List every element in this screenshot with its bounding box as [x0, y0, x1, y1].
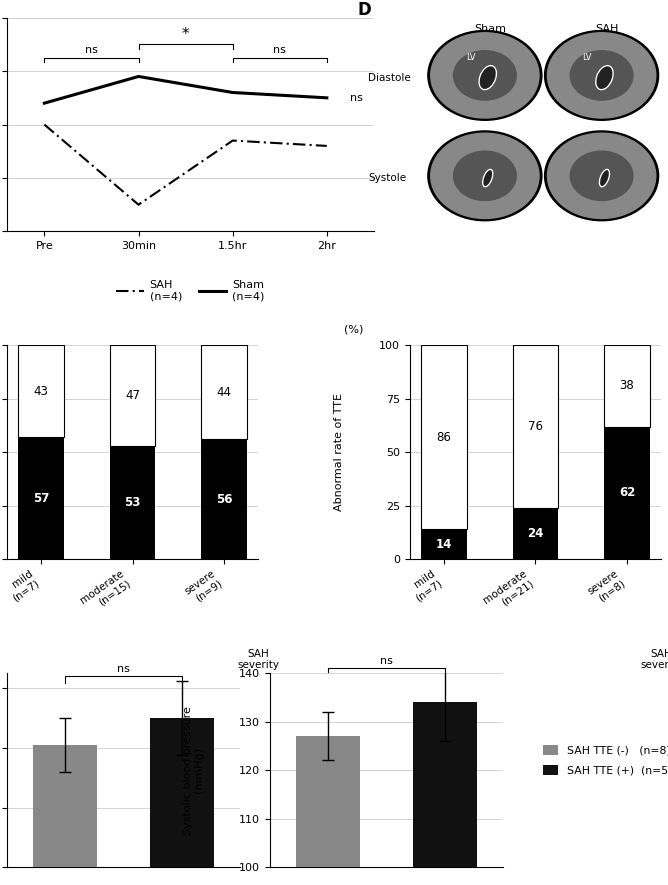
Text: ns: ns — [351, 93, 363, 103]
Ellipse shape — [479, 65, 496, 89]
Bar — [150, 718, 214, 885]
Legend: SAH
(n=4), Sham
(n=4): SAH (n=4), Sham (n=4) — [112, 275, 269, 306]
Circle shape — [548, 33, 656, 118]
Circle shape — [428, 131, 542, 220]
Bar — [33, 745, 97, 885]
Bar — [604, 345, 650, 427]
Bar — [18, 437, 64, 559]
Y-axis label: Systolic blood pressure
(mmHg): Systolic blood pressure (mmHg) — [183, 705, 204, 835]
Bar — [421, 529, 467, 559]
Bar — [512, 345, 558, 508]
Text: ns: ns — [273, 45, 286, 55]
Circle shape — [454, 50, 516, 100]
Bar — [201, 439, 247, 559]
Bar — [421, 345, 467, 529]
Text: 43: 43 — [33, 385, 49, 398]
Circle shape — [570, 50, 633, 100]
Circle shape — [431, 33, 539, 118]
Circle shape — [428, 30, 542, 120]
Text: D: D — [357, 1, 371, 19]
Text: 38: 38 — [620, 380, 635, 392]
Bar — [110, 446, 156, 559]
Text: LV: LV — [466, 53, 476, 62]
Text: *: * — [182, 27, 190, 42]
Circle shape — [544, 30, 659, 120]
Circle shape — [544, 131, 659, 220]
Bar — [296, 736, 360, 885]
Text: (%): (%) — [344, 325, 363, 335]
Legend: SAH TTE (-)   (n=8), SAH TTE (+)  (n=5): SAH TTE (-) (n=8), SAH TTE (+) (n=5) — [538, 741, 668, 781]
Text: 44: 44 — [216, 386, 232, 399]
Circle shape — [454, 151, 516, 201]
Circle shape — [431, 134, 539, 219]
Text: ns: ns — [85, 45, 98, 55]
Bar — [18, 345, 64, 437]
Text: ns: ns — [380, 657, 393, 666]
Bar — [413, 702, 477, 885]
Text: 24: 24 — [527, 527, 544, 540]
Text: 56: 56 — [216, 493, 232, 505]
Bar — [110, 345, 156, 446]
Text: LV: LV — [582, 53, 592, 62]
Text: SAH: SAH — [595, 24, 619, 35]
Bar — [512, 508, 558, 559]
Ellipse shape — [483, 169, 493, 187]
Text: Diastole: Diastole — [368, 73, 411, 82]
Text: 57: 57 — [33, 492, 49, 504]
Text: 62: 62 — [619, 487, 635, 499]
Circle shape — [570, 151, 633, 201]
Bar — [201, 345, 247, 439]
Text: 14: 14 — [436, 537, 452, 550]
Text: 53: 53 — [124, 496, 141, 509]
Text: ns: ns — [117, 664, 130, 673]
Y-axis label: Abnormal rate of TTE: Abnormal rate of TTE — [334, 393, 344, 512]
Text: Sham: Sham — [474, 24, 506, 35]
Ellipse shape — [596, 65, 613, 89]
Text: 86: 86 — [436, 431, 452, 443]
Text: SAH
severity: SAH severity — [237, 649, 279, 671]
Text: SAH
severity: SAH severity — [641, 649, 668, 671]
Text: 47: 47 — [125, 389, 140, 402]
Text: 76: 76 — [528, 420, 543, 433]
Bar — [604, 427, 650, 559]
Text: Systole: Systole — [368, 173, 406, 183]
Circle shape — [548, 134, 656, 219]
Ellipse shape — [599, 169, 609, 187]
